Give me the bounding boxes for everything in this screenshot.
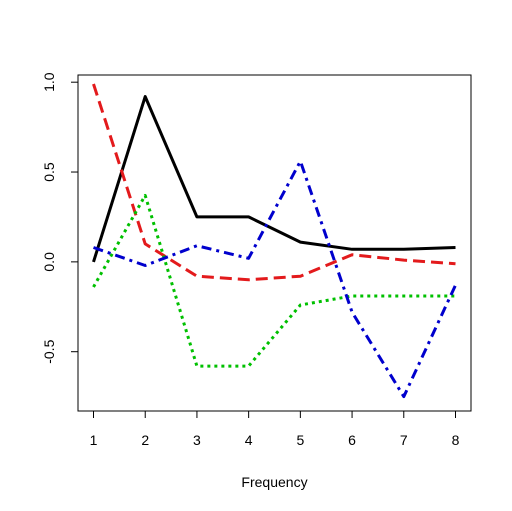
y-tick-label: -0.5	[41, 339, 57, 363]
series-layer	[92, 83, 457, 399]
x-tick-label: 2	[141, 432, 149, 448]
x-axis-title: Frequency	[241, 474, 307, 490]
x-tick-label: 4	[245, 432, 253, 448]
series-line-dotted-green	[92, 193, 456, 368]
series-line-solid-black	[92, 95, 456, 263]
x-tick-label: 5	[296, 432, 304, 448]
y-tick-label: 1.0	[41, 72, 57, 92]
y-axis: -0.5 0.0 0.5 1.0	[41, 72, 79, 364]
x-tick-label: 1	[90, 432, 98, 448]
x-axis: 1 2 3 4 5 6 7 8	[90, 410, 460, 448]
series-line-dotdash-blue	[93, 159, 457, 399]
x-tick-label: 8	[452, 432, 460, 448]
series-line-dashed-red	[92, 83, 456, 282]
y-tick-label: 0.0	[41, 252, 57, 272]
y-tick-label: 0.5	[41, 162, 57, 182]
x-tick-label: 7	[400, 432, 408, 448]
x-tick-label: 6	[348, 432, 356, 448]
x-tick-label: 3	[193, 432, 201, 448]
